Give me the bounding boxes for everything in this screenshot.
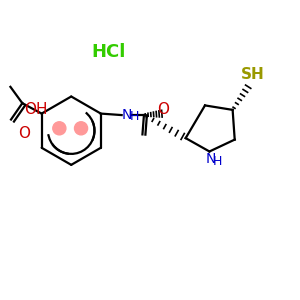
Text: OH: OH [24, 102, 47, 117]
Text: O: O [19, 126, 31, 141]
Text: SH: SH [241, 67, 264, 82]
Circle shape [74, 122, 88, 135]
Text: H: H [129, 110, 139, 123]
Text: N: N [122, 108, 132, 122]
Text: H: H [213, 155, 223, 168]
Text: N: N [206, 152, 216, 166]
Text: HCl: HCl [91, 43, 126, 61]
Circle shape [53, 122, 66, 135]
Text: O: O [158, 102, 169, 117]
